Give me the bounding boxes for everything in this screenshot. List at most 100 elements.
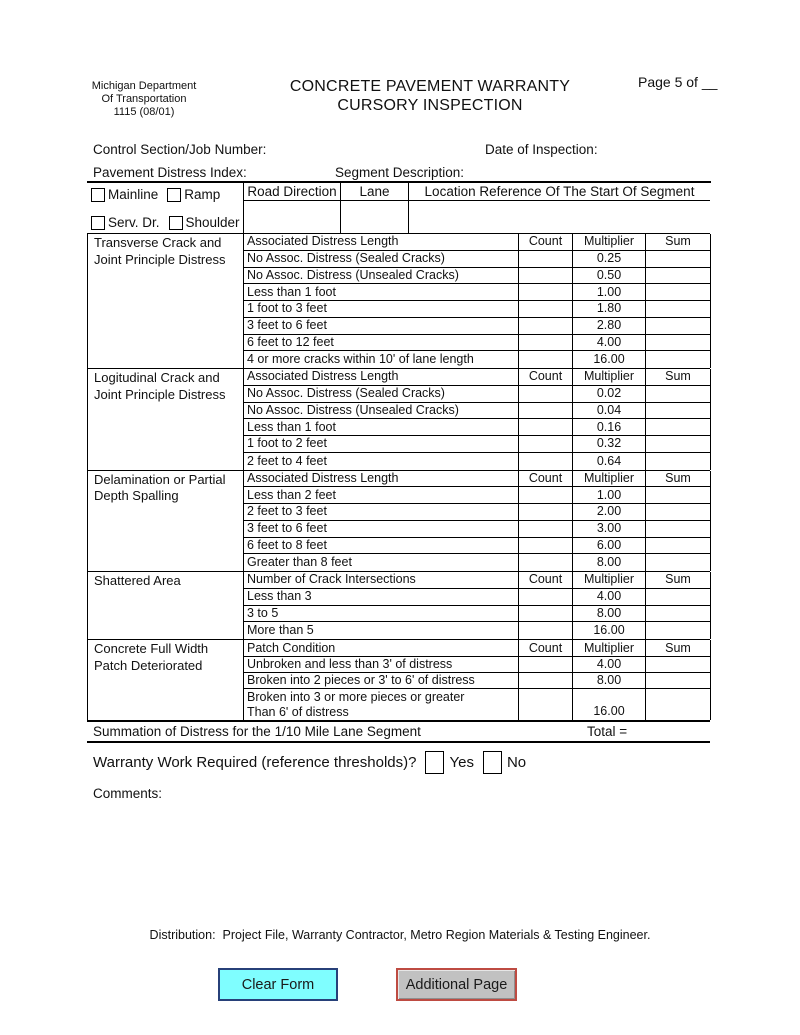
sum-field[interactable] [646, 334, 711, 352]
count-field[interactable] [519, 487, 573, 504]
warranty-question: Warranty Work Required (reference thresh… [93, 754, 417, 771]
count-field[interactable] [519, 689, 573, 720]
distress-desc: Unbroken and less than 3' of distress [244, 657, 519, 673]
distress-desc: More than 5 [244, 622, 519, 639]
count-field[interactable] [519, 284, 573, 301]
sum-field[interactable] [646, 520, 711, 538]
header-divider [87, 181, 711, 183]
mainline-checkbox[interactable] [91, 187, 105, 202]
count-field[interactable] [519, 351, 573, 368]
sum-field[interactable] [646, 317, 711, 335]
count-field[interactable] [519, 504, 573, 521]
count-field[interactable] [519, 622, 573, 639]
additional-page-button[interactable]: Additional Page [396, 968, 517, 1001]
summation-row: Summation of Distress for the 1/10 Mile … [87, 722, 710, 743]
page-number-label: Page 5 of __ [638, 74, 718, 90]
distress-desc: 1 foot to 3 feet [244, 301, 519, 318]
multiplier-header: Multiplier [573, 234, 646, 251]
count-field[interactable] [519, 673, 573, 689]
sum-field[interactable] [646, 301, 711, 318]
count-field[interactable] [519, 419, 573, 436]
segment-description-label: Segment Description: [335, 165, 465, 180]
count-field[interactable] [519, 537, 573, 555]
sum-field[interactable] [646, 689, 711, 720]
road-type-row-1: Mainline Ramp [91, 187, 243, 202]
count-field[interactable] [519, 317, 573, 335]
multiplier-value: 0.25 [573, 250, 646, 268]
count-field[interactable] [519, 588, 573, 606]
road-direction-field[interactable] [244, 201, 340, 233]
multiplier-value: 1.80 [573, 301, 646, 318]
sum-field[interactable] [646, 385, 711, 403]
multiplier-value: 0.32 [573, 436, 646, 453]
sum-header: Sum [646, 572, 711, 589]
sum-field[interactable] [646, 267, 711, 285]
count-field[interactable] [519, 267, 573, 285]
sum-field[interactable] [646, 436, 711, 453]
distress-desc: Broken into 3 or more pieces or greater … [244, 689, 519, 720]
multiplier-value: 8.00 [573, 673, 646, 689]
distress-table: Transverse Crack and Joint Principle Dis… [87, 233, 711, 743]
distress-desc: 6 feet to 12 feet [244, 334, 519, 352]
count-field[interactable] [519, 385, 573, 403]
ramp-checkbox[interactable] [167, 187, 182, 202]
lane-header: Lane [341, 183, 408, 201]
multiplier-value: 16.00 [573, 622, 646, 639]
count-field[interactable] [519, 334, 573, 352]
yes-checkbox[interactable] [425, 751, 445, 774]
sum-field[interactable] [646, 673, 711, 689]
serv-dr-checkbox[interactable] [91, 215, 105, 230]
count-field[interactable] [519, 605, 573, 623]
section-column-header: Patch Condition [244, 640, 519, 657]
sum-header: Sum [646, 234, 711, 251]
location-reference-field[interactable] [409, 201, 710, 233]
comments-label: Comments: [93, 786, 163, 801]
shoulder-checkbox[interactable] [168, 215, 183, 230]
no-checkbox[interactable] [482, 751, 502, 774]
count-field[interactable] [519, 520, 573, 538]
sum-field[interactable] [646, 351, 711, 368]
section-transverse: Transverse Crack and Joint Principle Dis… [87, 234, 711, 369]
section-patch: Concrete Full Width Patch Deteriorated P… [87, 640, 711, 722]
count-field[interactable] [519, 452, 573, 470]
sum-field[interactable] [646, 588, 711, 606]
sum-field[interactable] [646, 284, 711, 301]
agency-block: Michigan Department Of Transportation 11… [86, 80, 202, 119]
multiplier-value: 16.00 [573, 689, 646, 720]
sum-field[interactable] [646, 402, 711, 420]
lane-column: Lane [340, 183, 408, 233]
lane-field[interactable] [341, 201, 408, 233]
multiplier-value: 6.00 [573, 537, 646, 555]
sum-field[interactable] [646, 419, 711, 436]
multiplier-value: 4.00 [573, 657, 646, 673]
sum-field[interactable] [646, 504, 711, 521]
multiplier-header: Multiplier [573, 572, 646, 589]
agency-line2: Of Transportation [101, 93, 187, 105]
date-of-inspection-label: Date of Inspection: [485, 142, 598, 157]
multiplier-header: Multiplier [573, 470, 646, 488]
multiplier-value: 0.50 [573, 267, 646, 285]
count-field[interactable] [519, 250, 573, 268]
sum-field[interactable] [646, 537, 711, 555]
sum-field[interactable] [646, 452, 711, 470]
count-field[interactable] [519, 657, 573, 673]
sum-field[interactable] [646, 554, 711, 571]
clear-form-button[interactable]: Clear Form [218, 968, 338, 1001]
count-field[interactable] [519, 402, 573, 420]
count-field[interactable] [519, 436, 573, 453]
ramp-label: Ramp [184, 187, 221, 202]
section-shattered: Shattered Area Number of Crack Intersect… [87, 572, 711, 640]
sum-field[interactable] [646, 250, 711, 268]
sum-field[interactable] [646, 487, 711, 504]
count-field[interactable] [519, 301, 573, 318]
count-header: Count [519, 572, 573, 589]
distress-desc: Broken into 2 pieces or 3' to 6' of dist… [244, 673, 519, 689]
count-field[interactable] [519, 554, 573, 571]
sum-field[interactable] [646, 657, 711, 673]
section-label: Concrete Full Width Patch Deteriorated [88, 640, 244, 720]
distress-desc: 3 feet to 6 feet [244, 317, 519, 335]
count-header: Count [519, 369, 573, 386]
sum-field[interactable] [646, 622, 711, 639]
sum-field[interactable] [646, 605, 711, 623]
distress-desc: No Assoc. Distress (Sealed Cracks) [244, 250, 519, 268]
